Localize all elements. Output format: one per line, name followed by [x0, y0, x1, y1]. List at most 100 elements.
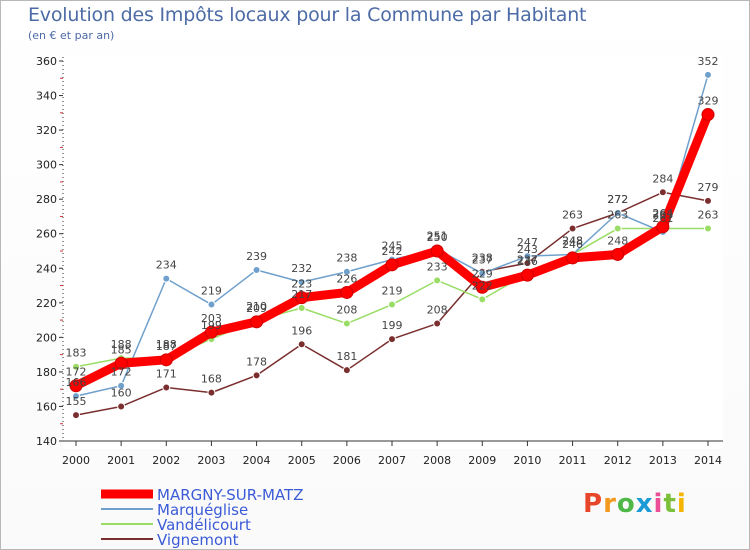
- data-point-margny-sur-matz: [475, 280, 489, 294]
- data-point-vandelicourt: [72, 362, 80, 371]
- data-point-vignemont: [388, 335, 396, 344]
- data-point-marqueglise: [207, 300, 216, 309]
- data-label-marqueglise: 238: [336, 252, 357, 265]
- data-label-margny-sur-matz: 223: [291, 278, 312, 291]
- data-label-vignemont: 178: [246, 355, 267, 368]
- x-tick-label: 2007: [378, 454, 406, 467]
- data-point-marqueglise: [117, 381, 126, 390]
- y-tick-label: 140: [36, 435, 57, 448]
- y-tick-label: 200: [36, 331, 57, 344]
- data-point-vandelicourt: [342, 319, 351, 328]
- data-point-margny-sur-matz: [566, 251, 580, 265]
- data-label-vignemont: 208: [427, 304, 448, 317]
- data-label-vignemont: 199: [382, 319, 403, 332]
- data-label-marqueglise: 247: [517, 236, 538, 249]
- data-label-vignemont: 263: [562, 209, 583, 222]
- legend-label-marqueglise: Marquéglise: [157, 501, 248, 519]
- data-point-marqueglise: [704, 70, 712, 79]
- data-point-marqueglise: [297, 278, 306, 287]
- data-label-marqueglise: 248: [562, 234, 583, 247]
- data-point-vandelicourt: [388, 300, 396, 309]
- data-point-margny-sur-matz: [430, 244, 444, 258]
- x-tick-label: 2012: [604, 454, 632, 467]
- data-label-vignemont: 284: [652, 172, 673, 185]
- data-label-marqueglise: 272: [607, 193, 628, 206]
- y-tick-label: 300: [36, 159, 57, 172]
- y-tick-label: 240: [36, 262, 57, 275]
- x-tick-label: 2010: [513, 454, 541, 467]
- data-label-vandelicourt: 233: [427, 260, 448, 273]
- data-label-marqueglise: 234: [156, 259, 177, 272]
- data-point-marqueglise: [162, 274, 171, 283]
- data-label-margny-sur-matz: 172: [66, 366, 87, 379]
- data-label-margny-sur-matz: 185: [111, 343, 132, 356]
- legend-label-vandelicourt: Vandélicourt: [157, 516, 251, 534]
- data-label-vignemont: 272: [607, 193, 628, 206]
- data-label-vandelicourt: 263: [607, 209, 628, 222]
- data-point-margny-sur-matz: [204, 325, 218, 339]
- data-point-vignemont: [117, 402, 126, 411]
- y-tick-label: 260: [36, 228, 57, 241]
- data-label-vandelicourt: 188: [156, 338, 177, 351]
- x-tick-label: 2008: [423, 454, 451, 467]
- data-label-margny-sur-matz: 187: [156, 340, 177, 353]
- data-label-vandelicourt: 217: [291, 288, 312, 301]
- data-label-marqueglise: 245: [382, 240, 403, 253]
- data-label-vandelicourt: 237: [517, 253, 538, 266]
- data-label-marqueglise: 237: [472, 253, 493, 266]
- data-point-vignemont: [658, 188, 667, 197]
- data-point-vignemont: [162, 383, 171, 392]
- data-label-marqueglise: 166: [66, 376, 87, 389]
- data-point-vignemont: [72, 411, 80, 420]
- data-point-margny-sur-matz: [611, 247, 625, 261]
- y-tick-label: 320: [36, 124, 57, 137]
- data-point-margny-sur-matz: [385, 258, 399, 272]
- data-point-vandelicourt: [704, 224, 712, 233]
- x-tick-label: 2003: [197, 454, 225, 467]
- data-label-marqueglise: 172: [111, 366, 132, 379]
- data-point-vignemont: [342, 366, 351, 375]
- data-label-vandelicourt: 248: [562, 234, 583, 247]
- data-label-vandelicourt: 263: [698, 209, 719, 222]
- data-label-vignemont: 243: [517, 243, 538, 256]
- x-tick-label: 2000: [62, 454, 90, 467]
- x-tick-label: 2002: [152, 454, 180, 467]
- data-label-margny-sur-matz: 329: [698, 95, 719, 108]
- data-label-vandelicourt: 183: [66, 347, 87, 360]
- data-point-margny-sur-matz: [114, 356, 128, 370]
- data-point-margny-sur-matz: [656, 220, 670, 234]
- data-point-vignemont: [252, 371, 261, 380]
- data-label-margny-sur-matz: 229: [472, 267, 493, 280]
- data-label-marqueglise: 232: [291, 262, 312, 275]
- y-tick-label: 220: [36, 297, 57, 310]
- legend-label-vignemont: Vignemont: [157, 531, 239, 549]
- data-point-marqueglise: [252, 266, 261, 274]
- data-point-margny-sur-matz: [701, 108, 715, 122]
- data-label-vandelicourt: 219: [382, 285, 403, 298]
- data-point-marqueglise: [342, 267, 351, 276]
- x-tick-label: 2006: [333, 454, 361, 467]
- x-tick-label: 2005: [288, 454, 316, 467]
- x-tick-label: 2013: [649, 454, 677, 467]
- data-point-vignemont: [568, 224, 577, 233]
- data-point-margny-sur-matz: [69, 379, 83, 393]
- data-label-vignemont: 168: [201, 373, 222, 386]
- data-label-vignemont: 160: [111, 386, 132, 399]
- y-tick-label: 340: [36, 90, 57, 103]
- data-label-vignemont: 181: [336, 350, 357, 363]
- data-point-margny-sur-matz: [295, 291, 309, 305]
- data-label-margny-sur-matz: 246: [562, 238, 583, 251]
- data-point-vignemont: [207, 388, 216, 397]
- data-point-margny-sur-matz: [340, 285, 354, 299]
- data-point-vignemont: [704, 196, 712, 205]
- data-label-vandelicourt: 210: [246, 300, 267, 313]
- y-tick-label: 180: [36, 366, 57, 379]
- data-label-margny-sur-matz: 236: [517, 255, 538, 268]
- data-point-vandelicourt: [478, 295, 487, 304]
- proxiti-logo: Proxiti: [583, 489, 687, 519]
- chart-title: Evolution des Impôts locaux pour la Comm…: [28, 4, 587, 26]
- data-label-vignemont: 171: [156, 367, 177, 380]
- data-point-marqueglise: [478, 269, 487, 278]
- data-label-vignemont: 196: [291, 324, 312, 337]
